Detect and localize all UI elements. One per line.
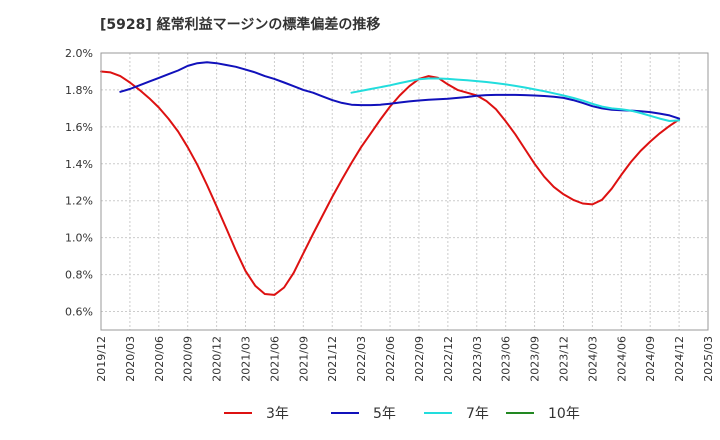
x-tick-label: 2024/03 (586, 336, 599, 382)
x-tick-label: 2021/12 (326, 336, 339, 382)
legend-label: 10年 (548, 406, 580, 422)
legend-label: 3年 (266, 406, 289, 422)
x-tick-label: 2021/06 (268, 336, 281, 382)
x-tick-label: 2025/03 (702, 336, 715, 382)
x-tick-label: 2022/12 (442, 336, 455, 382)
x-tick-label: 2023/06 (500, 336, 513, 382)
x-tick-label: 2023/12 (557, 336, 570, 382)
x-tick-label: 2022/09 (413, 336, 426, 382)
x-tick-label: 2020/03 (124, 336, 137, 382)
x-tick-label: 2024/09 (644, 336, 657, 382)
x-tick-label: 2024/12 (673, 336, 686, 382)
series-line-7年 (350, 77, 681, 122)
chart-title: [5928] 経常利益マージンの標準偏差の推移 (100, 16, 380, 33)
x-axis: 2019/12 2020/03 2020/06 2020/09 2020/12 2021/… (95, 336, 715, 382)
x-tick-label: 2023/03 (471, 336, 484, 382)
legend: 3年 5年 7年 10年 (224, 406, 580, 422)
y-tick-label: 2.0% (65, 47, 93, 60)
series-line-5年 (119, 61, 681, 120)
y-tick-label: 1.8% (65, 84, 93, 97)
y-tick-label: 1.0% (65, 232, 93, 245)
y-tick-label: 1.2% (65, 195, 93, 208)
x-tick-label: 2020/09 (182, 336, 195, 382)
legend-label: 7年 (466, 406, 489, 422)
x-tick-label: 2022/03 (355, 336, 368, 382)
y-axis: 0.6% 0.8% 1.0% 1.2% 1.4% 1.6% 1.8% 2.0% (65, 47, 93, 319)
x-tick-label: 2021/09 (297, 336, 310, 382)
series-layer (100, 61, 681, 296)
x-tick-label: 2019/12 (95, 336, 108, 382)
x-tick-label: 2022/06 (384, 336, 397, 382)
y-tick-label: 0.6% (65, 306, 93, 319)
x-tick-label: 2020/12 (211, 336, 224, 382)
x-tick-label: 2021/03 (240, 336, 253, 382)
x-tick-label: 2024/06 (615, 336, 628, 382)
legend-label: 5年 (373, 406, 396, 422)
y-tick-label: 1.6% (65, 121, 93, 134)
plot-frame (100, 52, 709, 331)
series-line-3年 (100, 70, 681, 296)
y-tick-label: 1.4% (65, 158, 93, 171)
grid-layer (100, 52, 709, 330)
x-tick-label: 2023/09 (529, 336, 542, 382)
x-tick-label: 2020/06 (153, 336, 166, 382)
y-tick-label: 0.8% (65, 269, 93, 282)
